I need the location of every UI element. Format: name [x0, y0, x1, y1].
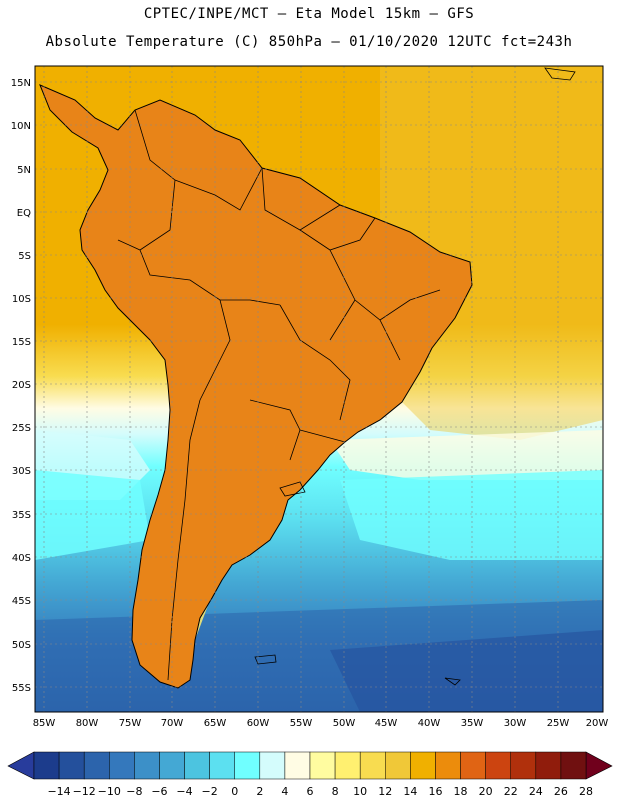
lat-label: 55S: [12, 683, 31, 694]
lat-label: 35S: [12, 510, 31, 521]
colorbar-tick-label: 22: [504, 785, 518, 798]
colorbar-tick-label: 8: [332, 785, 339, 798]
colorbar-tick-label: 4: [281, 785, 288, 798]
colorbar-tick-label: −12: [73, 785, 96, 798]
map-frame: [34, 65, 604, 713]
latitude-axis: 15N 10N 5N EQ 5S 10S 15S 20S 25S 30S 35S…: [11, 78, 31, 694]
lat-label: 5S: [18, 251, 31, 262]
longitude-axis: 85W 80W 75W 70W 65W 60W 55W 50W 45W 40W …: [33, 718, 609, 729]
colorbar-swatch: [309, 751, 336, 780]
colorbar-tick-label: −14: [47, 785, 70, 798]
map-area: [35, 66, 603, 712]
colorbar-swatch: [359, 751, 386, 780]
lon-label: 40W: [418, 718, 441, 729]
lat-label: 40S: [12, 553, 31, 564]
southern-coldest-band: [330, 630, 603, 712]
colorbar-swatch: [435, 751, 461, 780]
colorbar-tick-label: 10: [353, 785, 367, 798]
islands: [254, 67, 576, 686]
colorbar-swatch: [109, 751, 135, 780]
lon-label: 65W: [204, 718, 227, 729]
lon-label: 45W: [375, 718, 398, 729]
colorbar-swatch: [234, 751, 261, 780]
colorbar-swatch: [259, 751, 286, 780]
colorbar-swatch: [410, 751, 436, 780]
lat-label: 30S: [12, 466, 31, 477]
colorbar-tick-label: 2: [256, 785, 263, 798]
lon-label: 55W: [290, 718, 313, 729]
colorbar-swatch: [510, 751, 537, 780]
lon-label: 25W: [547, 718, 570, 729]
colorbar-swatch: [485, 751, 511, 780]
lon-label: 20W: [586, 718, 609, 729]
lat-label: 45S: [12, 596, 31, 607]
lon-label: 70W: [161, 718, 184, 729]
colorbar-tick-label: 16: [428, 785, 442, 798]
colorbar-swatch: [535, 751, 562, 780]
lon-label: 60W: [247, 718, 270, 729]
lat-label: 10N: [11, 121, 31, 132]
colorbar-swatch: [385, 751, 411, 780]
colorbar-tick-label: −4: [176, 785, 192, 798]
colorbar-tick-label: 6: [307, 785, 314, 798]
colorbar-swatch: [58, 751, 85, 780]
atlantic-cyan-band: [340, 470, 603, 560]
lat-label: 20S: [12, 380, 31, 391]
colorbar-under-triangle: [7, 751, 35, 780]
colorbar-swatch: [209, 751, 235, 780]
colorbar-swatch: [560, 751, 587, 780]
country-borders: [39, 84, 473, 689]
colorbar-tick-label: 28: [579, 785, 593, 798]
lat-label: 25S: [12, 423, 31, 434]
colorbar-tick-label: 14: [403, 785, 417, 798]
colorbar-tick-label: 0: [231, 785, 238, 798]
colorbar-swatch: [460, 751, 486, 780]
lon-label: 35W: [461, 718, 484, 729]
lon-label: 75W: [119, 718, 142, 729]
colorbar-tick-label: 18: [454, 785, 468, 798]
lat-label: 15S: [12, 337, 31, 348]
lon-label: 50W: [333, 718, 356, 729]
colorbar-tick-label: 24: [529, 785, 543, 798]
colorbar-swatch: [83, 751, 110, 780]
colorbar-tick-label: −8: [126, 785, 142, 798]
colorbar-swatch: [134, 751, 160, 780]
map-title-line2: Absolute Temperature (C) 850hPa – 01/10/…: [45, 34, 573, 50]
lat-label: EQ: [17, 208, 31, 219]
lon-label: 30W: [504, 718, 527, 729]
colorbar-swatch: [284, 751, 311, 780]
lat-label: 10S: [12, 294, 31, 305]
colorbar-over-triangle: [585, 751, 613, 780]
colorbar-swatch: [33, 751, 60, 780]
colorbar-tick-label: 12: [378, 785, 392, 798]
colorbar-tick-label: 20: [479, 785, 493, 798]
lon-label: 80W: [76, 718, 99, 729]
pacific-cyan-band: [35, 470, 150, 560]
lat-label: 5N: [17, 165, 31, 176]
colorbar-swatch: [184, 751, 210, 780]
lon-label: 85W: [33, 718, 56, 729]
atlantic-pale-band: [330, 430, 603, 480]
colorbar-swatch: [159, 751, 185, 780]
lat-label: 15N: [11, 78, 31, 89]
colorbar-tick-label: −2: [202, 785, 218, 798]
colorbar-swatch: [334, 751, 361, 780]
colorbar-tick-label: −6: [151, 785, 167, 798]
colorbar-tick-label: 26: [554, 785, 568, 798]
atlantic-warm-band: [380, 66, 603, 440]
temperature-colorbar: −14 −12 −10 −8 −6 −4 −2 0 2 4 6 8 10 12 14 16 18 20 22 24 26…: [7, 751, 613, 798]
map-title-line1: CPTEC/INPE/MCT – Eta Model 15km – GFS: [143, 6, 475, 22]
lat-label: 50S: [12, 640, 31, 651]
colorbar-tick-label: −10: [98, 785, 121, 798]
